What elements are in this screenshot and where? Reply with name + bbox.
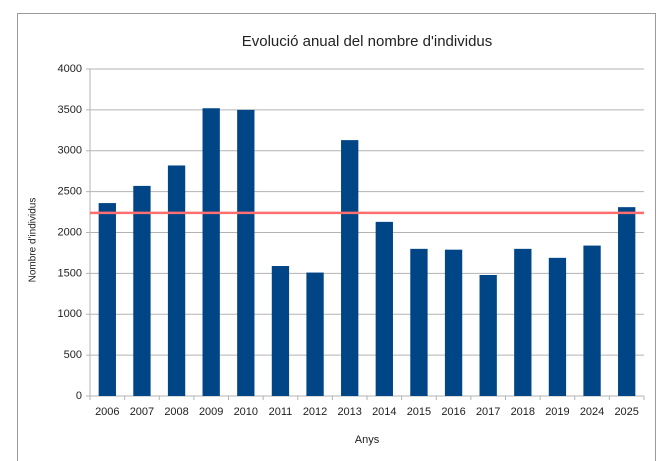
bar [410, 248, 428, 396]
bar [375, 221, 393, 396]
x-tick-label: 2019 [545, 406, 569, 418]
y-tick-label: 1000 [58, 308, 82, 320]
x-tick-label: 2014 [372, 406, 396, 418]
x-tick-label: 2008 [164, 406, 188, 418]
x-tick-label: 2015 [407, 406, 431, 418]
y-tick-label: 4000 [58, 63, 82, 75]
bar [583, 245, 601, 396]
bar [133, 185, 151, 396]
x-tick-label: 2024 [580, 406, 604, 418]
x-tick-label: 2006 [95, 406, 119, 418]
y-tick-label: 3000 [58, 145, 82, 157]
bar [202, 108, 220, 397]
y-tick-label: 0 [76, 390, 82, 402]
bar [306, 272, 324, 396]
bar [271, 266, 290, 396]
x-tick-label: 2007 [130, 406, 154, 418]
x-tick-label: 2025 [614, 406, 638, 418]
chart-title: Evolució anual del nombre d'individus [242, 33, 493, 50]
bar [618, 207, 636, 396]
x-tick-label: 2013 [337, 406, 361, 418]
y-tick-label: 3500 [58, 104, 82, 116]
x-tick-label: 2016 [441, 406, 465, 418]
y-tick-label: 2500 [58, 186, 82, 198]
x-tick-label: 2018 [511, 406, 535, 418]
x-tick-label: 2017 [476, 406, 500, 418]
bar [98, 203, 116, 396]
bar [479, 275, 497, 396]
y-tick-label: 1500 [58, 267, 82, 279]
bar [237, 109, 255, 396]
x-tick-label: 2009 [199, 406, 223, 418]
bar [341, 140, 359, 396]
y-axis-label: Nombre d'individus [28, 198, 39, 283]
x-tick-label: 2010 [234, 406, 258, 418]
y-tick-label: 2000 [58, 226, 82, 238]
bar [548, 257, 567, 396]
x-tick-label: 2011 [269, 406, 293, 418]
bar [444, 249, 463, 396]
bar [514, 248, 532, 396]
x-tick-label: 2012 [303, 406, 327, 418]
x-axis-label: Anys [355, 434, 380, 446]
bar [167, 165, 186, 396]
y-tick-label: 500 [64, 349, 82, 361]
